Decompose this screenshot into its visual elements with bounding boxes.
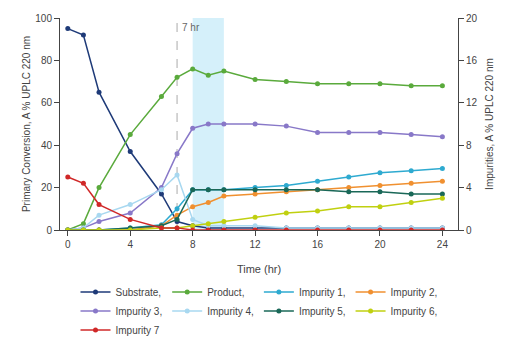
svg-text:Impurity 6,: Impurity 6, xyxy=(391,306,438,317)
svg-text:16: 16 xyxy=(312,239,324,250)
svg-text:0: 0 xyxy=(65,239,71,250)
svg-text:Impurity 7: Impurity 7 xyxy=(116,325,160,336)
svg-text:0: 0 xyxy=(466,225,472,236)
svg-text:Impurity 1,: Impurity 1, xyxy=(299,287,346,298)
svg-text:Impurity 3,: Impurity 3, xyxy=(116,306,163,317)
svg-text:Impurity 4,: Impurity 4, xyxy=(207,306,254,317)
svg-text:Primary Conversion, A % UPLC 2: Primary Conversion, A % UPLC 220 nm xyxy=(21,36,32,212)
svg-text:Impurity 2,: Impurity 2, xyxy=(391,287,438,298)
svg-text:Impurity 5,: Impurity 5, xyxy=(299,306,346,317)
svg-text:100: 100 xyxy=(35,13,52,24)
svg-text:Impurities, A % UPLC 220 nm: Impurities, A % UPLC 220 nm xyxy=(484,58,495,190)
svg-text:80: 80 xyxy=(41,55,53,66)
svg-text:0: 0 xyxy=(46,225,52,236)
svg-text:12: 12 xyxy=(250,239,262,250)
svg-text:16: 16 xyxy=(466,55,478,66)
svg-text:12: 12 xyxy=(466,97,478,108)
svg-text:7 hr: 7 hr xyxy=(182,22,200,33)
svg-text:4: 4 xyxy=(127,239,133,250)
svg-text:8: 8 xyxy=(466,140,472,151)
svg-text:8: 8 xyxy=(190,239,196,250)
svg-text:60: 60 xyxy=(41,97,53,108)
svg-text:20: 20 xyxy=(41,182,53,193)
svg-text:4: 4 xyxy=(466,182,472,193)
svg-text:20: 20 xyxy=(374,239,386,250)
svg-text:Product,: Product, xyxy=(207,287,244,298)
svg-text:20: 20 xyxy=(466,13,478,24)
svg-text:40: 40 xyxy=(41,140,53,151)
svg-text:Time (hr): Time (hr) xyxy=(237,263,281,275)
svg-text:Substrate,: Substrate, xyxy=(116,287,162,298)
svg-text:24: 24 xyxy=(437,239,449,250)
